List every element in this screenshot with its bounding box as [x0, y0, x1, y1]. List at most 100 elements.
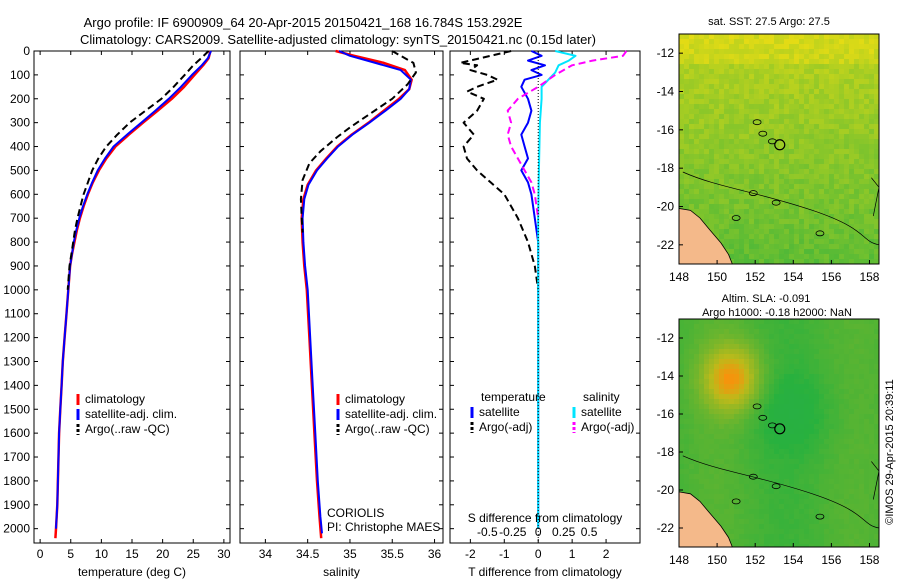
field-cell: [764, 449, 770, 455]
field-cell: [769, 99, 775, 105]
field-cell: [849, 124, 855, 130]
field-cell: [709, 414, 715, 420]
field-cell: [824, 244, 830, 250]
field-cell: [749, 199, 755, 205]
field-cell: [809, 394, 815, 400]
field-cell: [804, 174, 810, 180]
field-cell: [764, 164, 770, 170]
field-cell: [699, 374, 705, 380]
field-cell: [804, 374, 810, 380]
field-cell: [859, 184, 865, 190]
field-cell: [834, 179, 840, 185]
x-tick-label: 30: [217, 547, 231, 561]
field-cell: [769, 439, 775, 445]
field-cell: [769, 229, 775, 235]
field-cell: [719, 214, 725, 220]
field-cell: [844, 409, 850, 415]
field-cell: [769, 79, 775, 85]
field-cell: [849, 134, 855, 140]
field-cell: [754, 134, 760, 140]
field-cell: [784, 359, 790, 365]
field-cell: [804, 259, 810, 264]
field-cell: [759, 409, 765, 415]
field-cell: [709, 404, 715, 410]
field-cell: [704, 379, 710, 385]
field-cell: [764, 444, 770, 450]
field-cell: [739, 234, 745, 240]
field-cell: [839, 519, 845, 525]
field-cell: [744, 379, 750, 385]
field-cell: [744, 439, 750, 445]
field-cell: [769, 444, 775, 450]
field-cell: [854, 409, 860, 415]
field-cell: [724, 89, 730, 95]
field-cell: [814, 204, 820, 210]
field-cell: [854, 399, 860, 405]
field-cell: [749, 134, 755, 140]
field-cell: [719, 504, 725, 510]
field-cell: [829, 359, 835, 365]
field-cell: [689, 144, 695, 150]
field-cell: [699, 99, 705, 105]
field-cell: [789, 224, 795, 230]
field-cell: [744, 414, 750, 420]
field-cell: [839, 359, 845, 365]
field-cell: [689, 164, 695, 170]
field-cell: [774, 229, 780, 235]
field-cell: [814, 344, 820, 350]
field-cell: [799, 164, 805, 170]
field-cell: [854, 544, 860, 547]
field-cell: [799, 34, 805, 40]
field-cell: [754, 344, 760, 350]
field-cell: [679, 354, 685, 360]
field-cell: [714, 104, 720, 110]
field-cell: [794, 94, 800, 100]
field-cell: [744, 194, 750, 200]
field-cell: [859, 409, 865, 415]
field-cell: [799, 234, 805, 240]
field-cell: [794, 249, 800, 255]
field-cell: [714, 349, 720, 355]
field-cell: [854, 334, 860, 340]
field-cell: [749, 169, 755, 175]
field-cell: [834, 444, 840, 450]
field-cell: [744, 154, 750, 160]
field-cell: [839, 419, 845, 425]
field-cell: [824, 79, 830, 85]
series-line-argo-raw-qc-: [299, 50, 417, 233]
field-cell: [709, 174, 715, 180]
field-cell: [734, 449, 740, 455]
field-cell: [769, 379, 775, 385]
field-cell: [839, 149, 845, 155]
field-cell: [869, 534, 875, 540]
field-cell: [874, 499, 879, 505]
field-cell: [864, 114, 870, 120]
field-cell: [874, 179, 879, 185]
field-cell: [679, 54, 685, 60]
field-cell: [824, 389, 830, 395]
field-cell: [734, 204, 740, 210]
field-cell: [859, 124, 865, 130]
field-cell: [874, 339, 879, 345]
field-cell: [789, 329, 795, 335]
field-cell: [744, 539, 750, 545]
field-cell: [754, 64, 760, 70]
field-cell: [799, 474, 805, 480]
field-cell: [724, 59, 730, 65]
field-cell: [834, 539, 840, 545]
field-cell: [699, 399, 705, 405]
field-cell: [864, 64, 870, 70]
field-cell: [709, 324, 715, 330]
field-cell: [829, 419, 835, 425]
field-cell: [719, 374, 725, 380]
field-cell: [679, 474, 685, 480]
field-cell: [859, 224, 865, 230]
field-cell: [689, 114, 695, 120]
field-cell: [729, 229, 735, 235]
field-cell: [869, 219, 875, 225]
field-cell: [714, 424, 720, 430]
field-cell: [689, 99, 695, 105]
field-cell: [704, 369, 710, 375]
field-cell: [809, 479, 815, 485]
field-cell: [789, 439, 795, 445]
